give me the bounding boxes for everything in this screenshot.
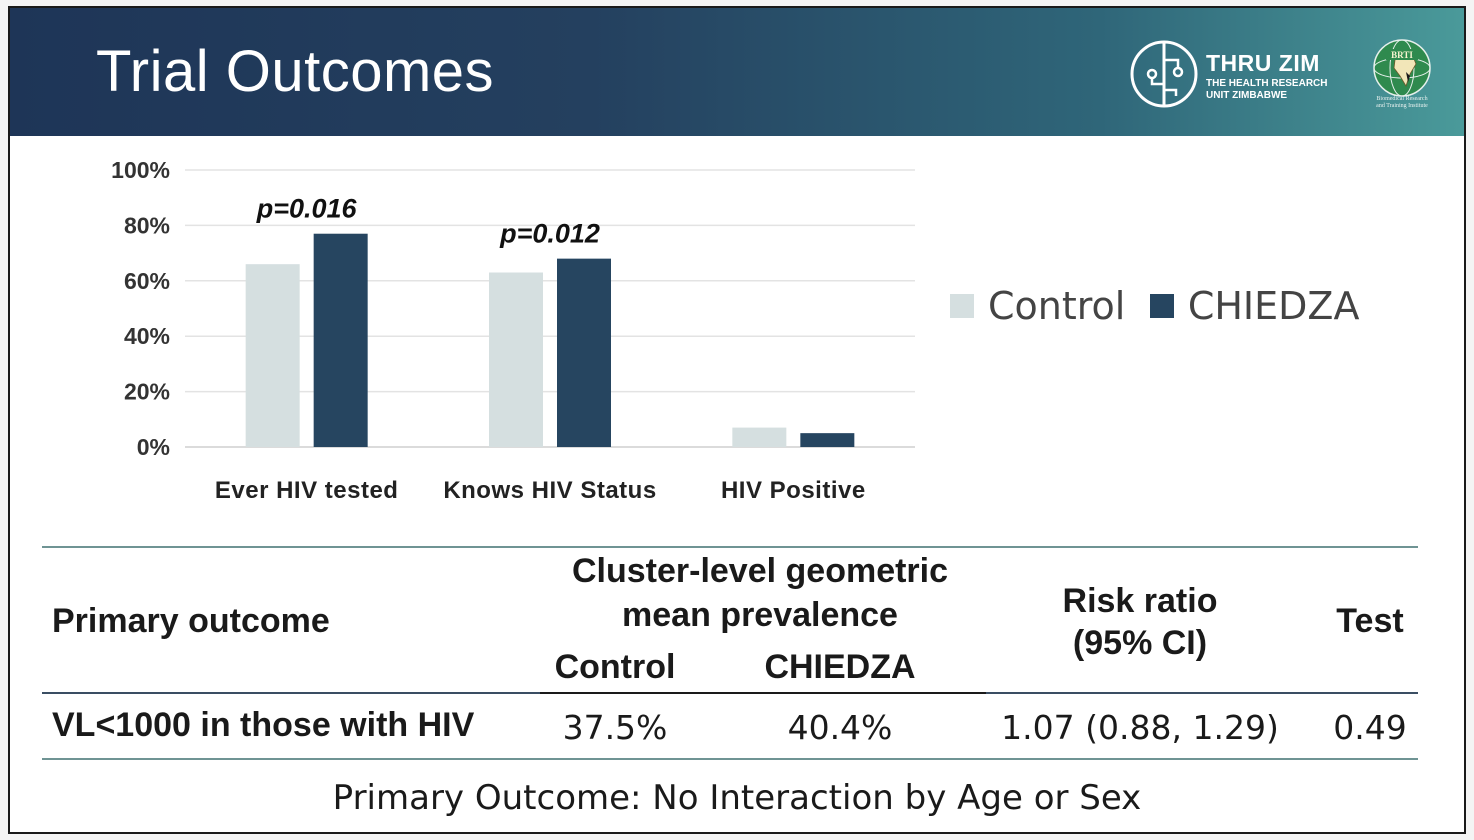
row-outcome: VL<1000 in those with HIV [52,706,475,744]
x-category-label: Ever HIV tested [215,477,399,504]
thru-zim-name: THRU ZIM [1206,50,1320,76]
thru-zim-logo: THRU ZIM THE HEALTH RESEARCH UNIT ZIMBAB… [1128,38,1338,110]
table-header-rule-mid [540,692,986,694]
y-tick-label: 40% [124,323,170,349]
legend-item-chiedza: CHIEDZA [1149,284,1360,328]
bar-chart: 0% 20% 40% 60% 80% 100% Ever HIV tested p=0.016… [111,158,915,504]
bar-chiedza [313,233,368,447]
brti-logo: BRTI Biomedical Research and Training In… [1360,38,1444,118]
prevalence-header-line-2: mean prevalence [622,596,898,634]
y-tick-label: 80% [124,212,170,238]
x-category-label: HIV Positive [721,477,866,504]
table-header-rule-left [42,692,540,694]
p-value-annotation: p=0.012 [499,219,600,249]
test-column-header: Test [1336,602,1404,640]
slide-header: Trial Outcomes THRU ZIM THE HEALTH RESEA… [10,8,1464,136]
legend-label-control: Control [988,284,1126,328]
legend-swatch-control [950,294,974,318]
prevalence-header-line-1: Cluster-level geometric [571,552,949,590]
row-risk-ratio: 1.07 (0.88, 1.29) [1001,708,1279,747]
circuit-circle-icon [1130,40,1198,108]
footnote: Primary Outcome: No Interaction by Age o… [332,778,1142,818]
table-header-rule-right [986,692,1418,694]
row-control-value: 37.5% [562,708,668,747]
y-tick-label: 0% [137,434,170,460]
y-tick-label: 100% [111,158,170,183]
risk-ratio-header-line-2: (95% CI) [1072,624,1208,662]
brti-badge: BRTI [1391,50,1413,60]
control-column-header: Control [554,648,676,686]
legend-item-control: Control [950,284,1125,328]
bar-chiedza [557,258,611,447]
risk-ratio-header-line-1: Risk ratio [1062,582,1218,620]
bar-control [732,427,787,447]
table-bottom-rule [42,758,1418,760]
y-tick-label: 60% [124,268,170,294]
bar-chiedza [800,433,855,447]
legend-label-chiedza: CHIEDZA [1187,284,1360,328]
p-value-annotation: p=0.016 [256,194,358,224]
legend-swatch-chiedza [1149,294,1174,318]
table-top-rule [42,546,1418,548]
bar-control [489,272,543,447]
brti-caption-line-1: Biomedical Research [1376,96,1428,102]
slide-title: Trial Outcomes [96,39,495,104]
chart-legend: Control CHIEDZA [950,284,1379,332]
brti-caption: Biomedical Research and Training Institu… [1360,96,1444,110]
chiedza-column-header: CHIEDZA [764,648,916,686]
thru-zim-subtitle-1: THE HEALTH RESEARCH [1206,78,1328,89]
x-category-label: Knows HIV Status [443,477,656,504]
row-test-value: 0.49 [1333,708,1407,747]
brti-caption-line-2: and Training Institute [1376,103,1428,109]
slide: Trial Outcomes THRU ZIM THE HEALTH RESEA… [8,6,1466,834]
thru-zim-subtitle-2: UNIT ZIMBABWE [1206,90,1288,101]
row-chiedza-value: 40.4% [787,708,893,747]
bar-control [245,264,300,447]
globe-africa-icon: BRTI [1373,39,1431,97]
primary-outcome-header: Primary outcome [52,602,330,640]
y-tick-label: 20% [124,379,170,405]
